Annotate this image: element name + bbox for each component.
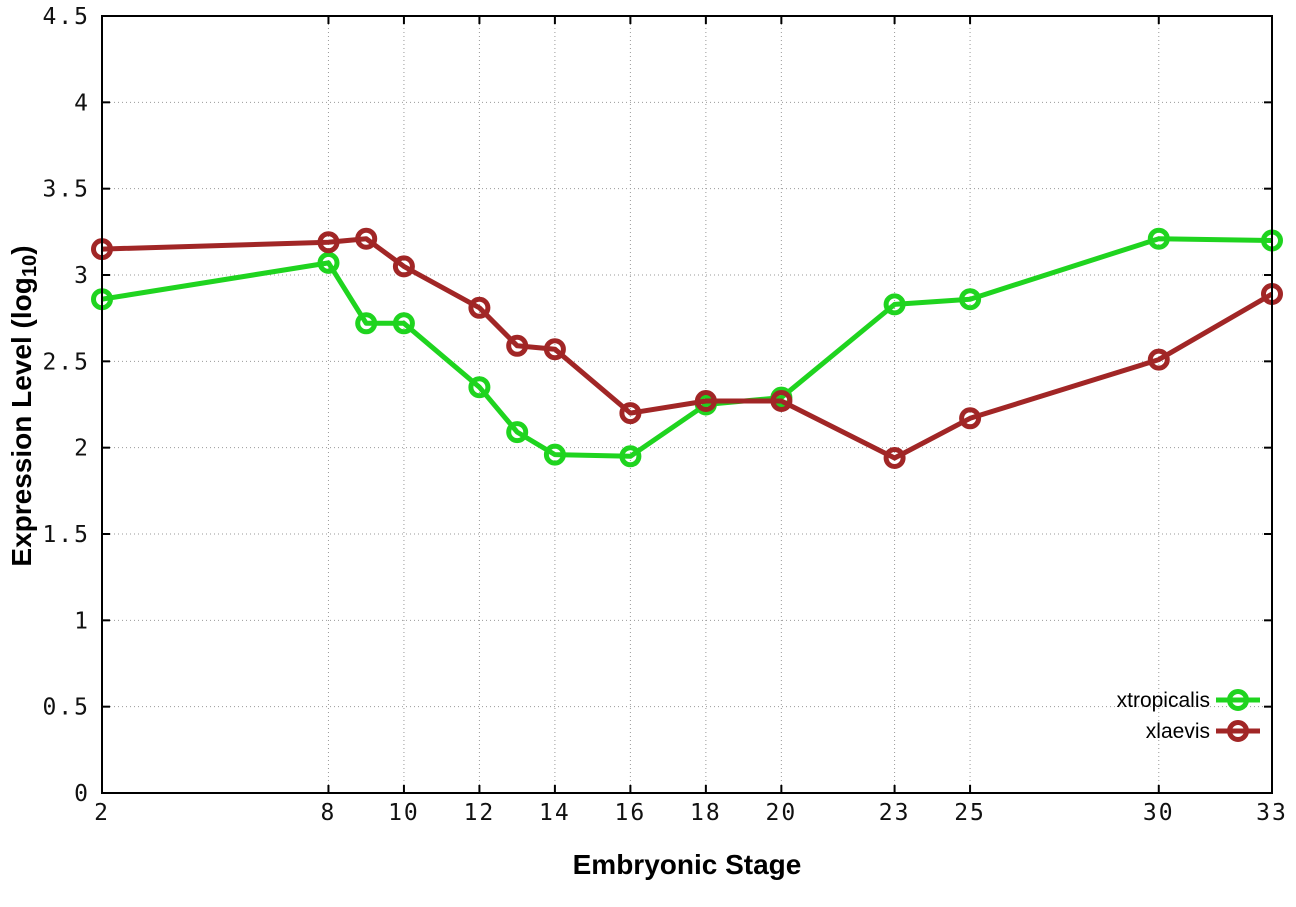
x-tick-label-18: 18 <box>690 800 722 826</box>
data-point-xtropicalis-25 <box>959 288 982 311</box>
series-line-xtropicalis <box>101 236 1273 459</box>
x-tick-label-20: 20 <box>766 800 798 826</box>
x-tick-label-8: 8 <box>321 800 337 826</box>
data-point-xlaevis-8 <box>317 231 340 254</box>
x-tick-label-23: 23 <box>879 800 911 826</box>
y-axis-title: Expression Level (log10) <box>0 106 44 706</box>
legend-label-xtropicalis: xtropicalis <box>1117 689 1210 712</box>
data-point-xtropicalis-14 <box>543 443 566 466</box>
data-point-xlaevis-9 <box>355 227 378 250</box>
x-tick-label-25: 25 <box>954 800 986 826</box>
data-point-xtropicalis-23 <box>883 293 906 316</box>
legend-sample-marker-xtropicalis <box>1227 689 1249 711</box>
y-tick-label-3: 3 <box>74 263 90 289</box>
x-axis-title: Embryonic Stage <box>572 849 802 880</box>
legend: xtropicalis xlaevis <box>1117 689 1260 743</box>
y-tick-label-2.5: 2.5 <box>42 349 90 375</box>
y-tick-label-3.5: 3.5 <box>42 177 90 203</box>
y-axis-title-text: Expression Level (log <box>6 277 37 567</box>
data-point-xlaevis-23 <box>883 447 906 469</box>
data-point-xtropicalis-8 <box>317 251 340 274</box>
data-point-xtropicalis-13 <box>506 421 529 444</box>
data-point-xlaevis-20 <box>770 390 793 412</box>
data-point-xlaevis-30 <box>1147 348 1170 371</box>
x-tick-label-2: 2 <box>94 800 110 826</box>
x-tick-label-30: 30 <box>1143 800 1175 826</box>
data-point-xlaevis-13 <box>506 334 529 357</box>
y-tick-label-4: 4 <box>74 90 90 116</box>
x-tick-label-16: 16 <box>615 800 647 826</box>
legend-sample-marker-xlaevis <box>1227 720 1249 742</box>
x-tick-label-33: 33 <box>1256 800 1288 826</box>
y-tick-label-2: 2 <box>74 436 90 462</box>
data-point-xlaevis-25 <box>959 407 982 430</box>
legend-label-xlaevis: xlaevis <box>1146 720 1210 743</box>
x-tick-label-14: 14 <box>539 800 571 826</box>
y-axis-title-subscript: 10 <box>19 254 42 278</box>
data-point-xtropicalis-12 <box>468 376 491 399</box>
y-tick-label-0.5: 0.5 <box>42 695 90 721</box>
data-point-xlaevis-14 <box>543 338 566 361</box>
y-tick-label-1.5: 1.5 <box>42 522 90 548</box>
plot-border <box>101 15 1273 794</box>
y-tick-label-4.5: 4.5 <box>42 4 90 30</box>
data-point-xtropicalis-16 <box>619 445 642 468</box>
data-point-xlaevis-18 <box>694 390 717 412</box>
x-tick-label-12: 12 <box>464 800 496 826</box>
data-point-xtropicalis-30 <box>1147 227 1170 250</box>
y-axis-title-suffix: ) <box>6 245 37 255</box>
y-tick-label-0: 0 <box>74 781 90 807</box>
data-point-xtropicalis-9 <box>355 312 378 335</box>
data-point-xlaevis-12 <box>468 296 491 319</box>
x-tick-label-10: 10 <box>388 800 420 826</box>
data-point-xlaevis-16 <box>619 402 642 425</box>
data-point-xtropicalis-10 <box>392 312 415 335</box>
y-tick-label-1: 1 <box>74 608 90 634</box>
data-point-xlaevis-10 <box>392 255 415 278</box>
tick-marks <box>101 15 1273 794</box>
